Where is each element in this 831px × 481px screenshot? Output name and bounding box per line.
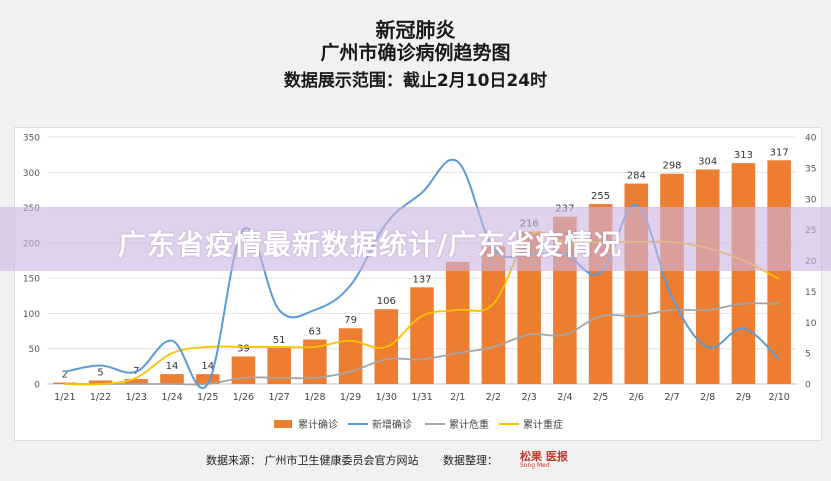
y-left-tick-label: 300 [23, 169, 40, 179]
x-tick-label: 2/9 [736, 392, 751, 403]
bar-data-label: 255 [591, 191, 610, 202]
y-right-tick-label: 0 [805, 381, 811, 391]
y-right-tick-label: 35 [805, 164, 816, 174]
y-left-tick-label: 350 [23, 134, 40, 144]
bar-data-label: 137 [412, 274, 431, 285]
x-tick-label: 1/24 [161, 392, 182, 403]
x-tick-label: 1/31 [411, 392, 432, 403]
y-left-tick-label: 50 [29, 345, 41, 355]
songguo-logo: 松果 医报 [520, 450, 568, 463]
data-source: 数据来源： 广州市卫生健康委员会官方网站 [206, 454, 419, 467]
legend-label: 累计确诊 [298, 418, 338, 431]
bar [195, 374, 220, 384]
bar [731, 163, 756, 384]
x-tick-label: 2/2 [486, 392, 501, 403]
bar-data-label: 284 [627, 171, 646, 182]
y-left-tick-label: 150 [23, 275, 40, 285]
cumulative-critical-line [64, 302, 780, 386]
x-tick-label: 1/29 [340, 392, 361, 403]
bar-data-label: 63 [308, 327, 321, 338]
x-tick-label: 2/6 [629, 392, 644, 403]
y-right-tick-label: 40 [805, 134, 817, 144]
bar-data-label: 304 [698, 156, 717, 167]
x-tick-label: 2/4 [557, 392, 572, 403]
bar-data-label: 313 [734, 150, 753, 161]
bar-data-label: 14 [201, 361, 214, 372]
bar-data-label: 39 [237, 343, 250, 354]
x-tick-label: 1/28 [304, 392, 325, 403]
y-right-tick-label: 5 [805, 350, 811, 360]
legend-label: 累计危重 [449, 418, 489, 431]
legend-label: 累计重症 [523, 418, 563, 431]
x-tick-label: 1/21 [54, 392, 75, 403]
x-tick-label: 2/5 [593, 392, 608, 403]
y-left-tick-label: 100 [23, 310, 40, 320]
bar [481, 246, 506, 384]
bar-data-label: 51 [273, 335, 286, 346]
y-left-tick-label: 0 [34, 381, 40, 391]
bar [445, 261, 470, 384]
chart-panel [14, 127, 822, 441]
legend-swatch-cumulative-confirmed [274, 420, 292, 428]
bar [660, 173, 684, 384]
bar [160, 374, 184, 384]
x-tick-label: 1/22 [90, 392, 111, 403]
bar-data-label: 106 [377, 296, 396, 307]
bar [267, 348, 291, 384]
bar-data-label: 317 [770, 147, 789, 158]
x-tick-label: 1/27 [268, 392, 289, 403]
bar [410, 287, 434, 384]
x-tick-label: 1/25 [197, 392, 218, 403]
x-tick-label: 2/3 [521, 392, 536, 403]
y-right-tick-label: 30 [805, 195, 817, 205]
chart-subtitle: 广州市确诊病例趋势图 [320, 42, 511, 64]
watermark-banner: 广东省疫情最新数据统计/广东省疫情况 [0, 207, 831, 271]
bar [124, 379, 149, 384]
x-tick-label: 2/7 [664, 392, 679, 403]
bar [338, 328, 363, 384]
bar-data-label: 2 [62, 370, 68, 381]
x-tick-label: 1/26 [233, 392, 254, 403]
bar [695, 169, 720, 384]
x-tick-label: 1/23 [126, 392, 147, 403]
x-tick-label: 1/30 [376, 392, 397, 403]
watermark-text: 广东省疫情最新数据统计/广东省疫情况 [118, 228, 623, 261]
data-organizer: 数据整理： [443, 454, 498, 467]
bar [88, 380, 113, 384]
bar-data-label: 14 [166, 361, 179, 372]
bar-data-label: 298 [662, 161, 681, 172]
bar [303, 339, 327, 384]
songguo-logo-sub: Song Med [520, 462, 550, 469]
bar-data-label: 5 [97, 367, 103, 378]
x-tick-label: 2/10 [768, 392, 789, 403]
x-tick-label: 2/1 [450, 392, 465, 403]
chart-title: 新冠肺炎 [375, 18, 456, 42]
x-tick-label: 2/8 [700, 392, 715, 403]
legend-label: 新增确诊 [372, 418, 412, 431]
bar-data-label: 79 [344, 315, 357, 326]
y-right-tick-label: 15 [805, 288, 816, 298]
chart-date-range: 数据展示范围：截止2月10日24时 [283, 71, 548, 91]
y-right-tick-label: 10 [805, 319, 817, 329]
